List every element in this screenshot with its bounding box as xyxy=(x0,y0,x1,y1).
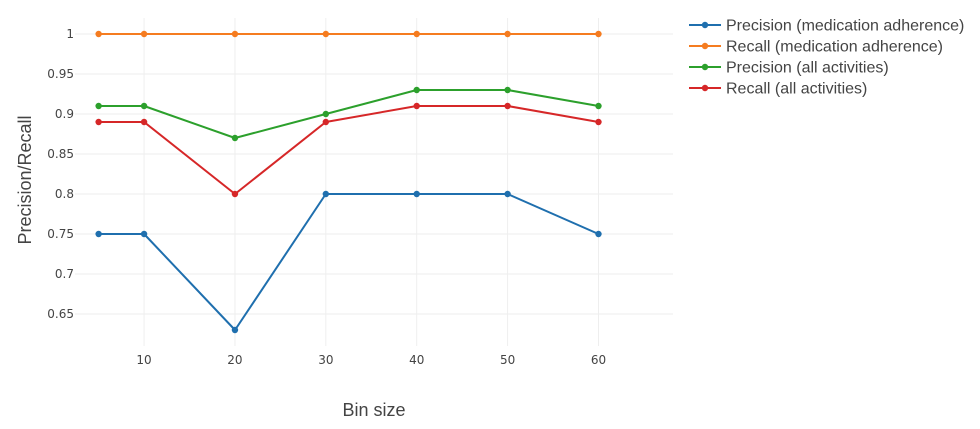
y-tick-label: 0.65 xyxy=(47,307,74,321)
data-point xyxy=(95,30,102,38)
y-axis-title: Precision/Recall xyxy=(15,115,35,244)
x-tick-label: 20 xyxy=(227,353,242,367)
series-3 xyxy=(95,102,602,198)
x-tick-label: 30 xyxy=(318,353,333,367)
y-tick-label: 1 xyxy=(66,27,74,41)
data-point xyxy=(504,86,511,94)
legend-label: Precision (medication adherence) xyxy=(726,18,964,35)
legend-item: Recall (all activities) xyxy=(689,81,867,98)
y-tick-label: 0.95 xyxy=(47,67,74,81)
plot-area xyxy=(95,30,602,334)
data-point xyxy=(413,190,420,198)
data-point xyxy=(322,30,330,38)
x-tick-label: 40 xyxy=(409,353,424,367)
legend-swatch-marker xyxy=(701,84,709,92)
data-point xyxy=(504,102,511,110)
data-point xyxy=(413,102,420,110)
legend-item: Precision (all activities) xyxy=(689,60,889,77)
y-tick-label: 0.85 xyxy=(47,147,74,161)
data-point xyxy=(595,102,602,110)
legend-item: Recall (medication adherence) xyxy=(689,39,943,56)
data-point xyxy=(322,110,330,118)
legend: Precision (medication adherence) Recall (… xyxy=(689,18,964,98)
series-1 xyxy=(95,30,602,38)
data-point xyxy=(413,86,420,94)
x-tick-label: 10 xyxy=(136,353,151,367)
grid xyxy=(75,18,673,346)
y-tick-label: 0.8 xyxy=(55,187,74,201)
data-point xyxy=(140,30,148,38)
legend-swatch-marker xyxy=(701,42,709,50)
legend-label: Recall (medication adherence) xyxy=(726,39,943,56)
data-point xyxy=(231,30,239,38)
data-point xyxy=(413,30,420,38)
y-tick-label: 0.7 xyxy=(55,267,74,281)
data-point xyxy=(322,118,330,126)
y-tick-label: 0.75 xyxy=(47,227,74,241)
data-point xyxy=(95,102,102,110)
legend-swatch-marker xyxy=(701,21,709,29)
data-point xyxy=(504,30,511,38)
data-point xyxy=(231,190,239,198)
legend-label: Recall (all activities) xyxy=(726,81,867,98)
series-line xyxy=(98,105,599,195)
data-point xyxy=(504,190,511,198)
data-point xyxy=(140,102,148,110)
data-point xyxy=(140,118,148,126)
data-point xyxy=(231,326,239,334)
data-point xyxy=(595,30,602,38)
series-0 xyxy=(95,190,602,334)
series-line xyxy=(98,193,599,331)
x-axis-title: Bin size xyxy=(342,400,405,420)
data-point xyxy=(95,118,102,126)
axis-ticks: 0.65 0.7 0.75 0.8 0.85 0.9 0.95 1 10 20 30 40 50 60 xyxy=(47,27,606,367)
data-point xyxy=(595,230,602,238)
data-point xyxy=(95,230,102,238)
data-point xyxy=(231,134,239,142)
legend-label: Precision (all activities) xyxy=(726,60,889,77)
series-2 xyxy=(95,86,602,142)
x-tick-label: 60 xyxy=(591,353,606,367)
x-tick-label: 50 xyxy=(500,353,515,367)
legend-item: Precision (medication adherence) xyxy=(689,18,964,35)
data-point xyxy=(322,190,330,198)
legend-swatch-marker xyxy=(701,63,709,71)
data-point xyxy=(595,118,602,126)
data-point xyxy=(140,230,148,238)
y-tick-label: 0.9 xyxy=(55,107,74,121)
